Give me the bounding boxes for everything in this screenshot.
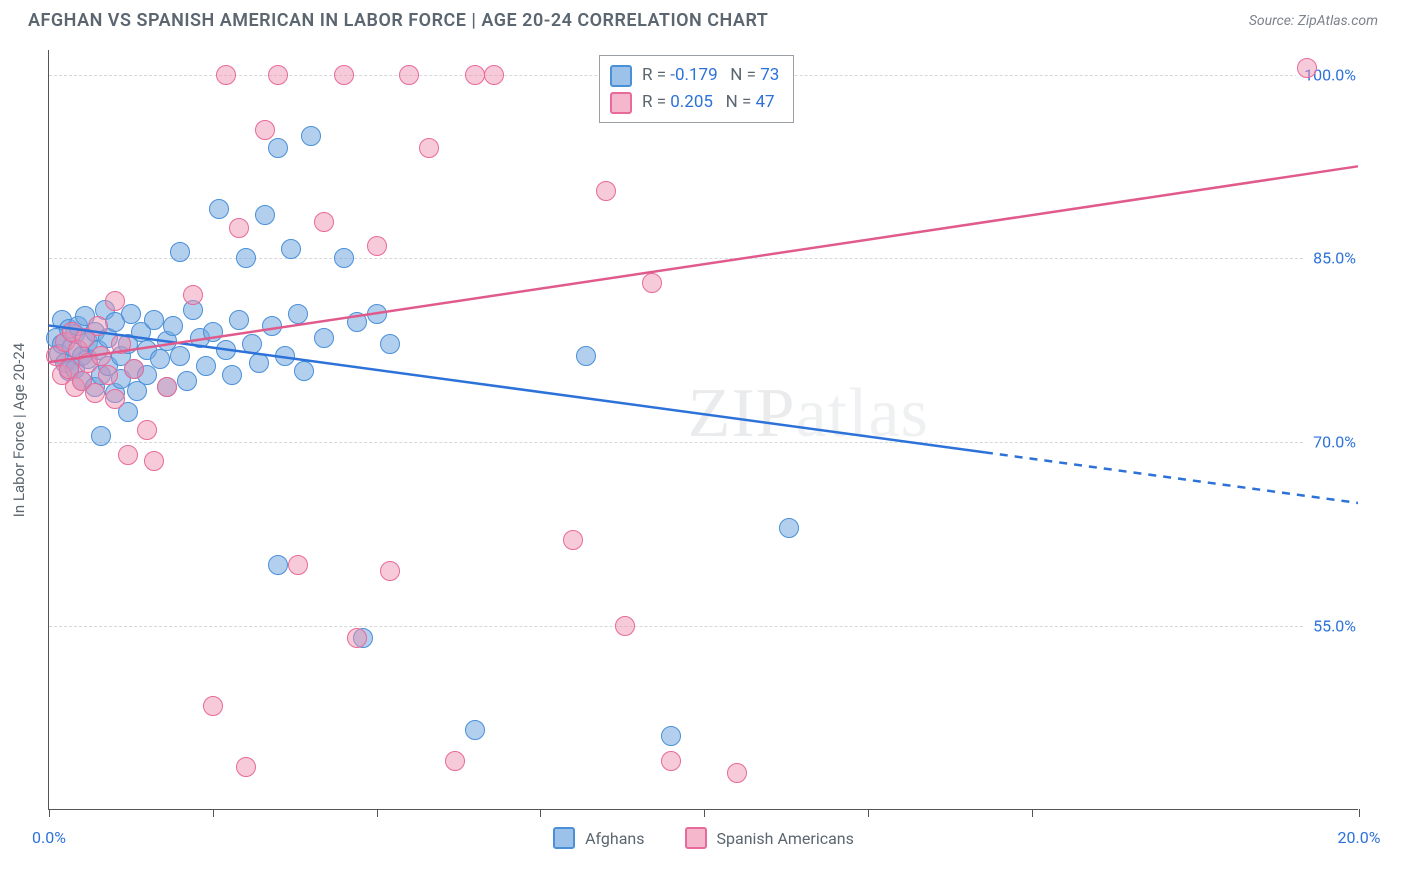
data-point: [419, 138, 439, 158]
data-point: [88, 316, 108, 336]
data-point: [445, 751, 465, 771]
legend-swatch: [553, 827, 575, 849]
data-point: [157, 377, 177, 397]
data-point: [150, 349, 170, 369]
data-point: [216, 340, 236, 360]
source-attribution: Source: ZipAtlas.com: [1249, 13, 1378, 29]
y-tick-label: 70.0%: [1305, 431, 1360, 454]
data-point: [203, 322, 223, 342]
legend-row: R = -0.179 N = 73: [610, 62, 779, 89]
data-point: [642, 273, 662, 293]
data-point: [249, 353, 269, 373]
data-point: [236, 757, 256, 777]
data-point: [255, 205, 275, 225]
legend-row: R = 0.205 N = 47: [610, 89, 779, 116]
data-point: [281, 239, 301, 259]
data-point: [779, 518, 799, 538]
data-point: [288, 304, 308, 324]
data-point: [268, 555, 288, 575]
y-tick-label: 55.0%: [1305, 615, 1360, 638]
data-point: [118, 445, 138, 465]
data-point: [334, 65, 354, 85]
data-point: [347, 628, 367, 648]
data-point: [262, 316, 282, 336]
trend-lines: [49, 50, 1358, 809]
data-point: [203, 696, 223, 716]
data-point: [144, 451, 164, 471]
data-point: [222, 365, 242, 385]
data-point: [288, 555, 308, 575]
data-point: [236, 248, 256, 268]
data-point: [111, 334, 131, 354]
data-point: [177, 371, 197, 391]
series-legend: Afghans Spanish Americans: [49, 827, 1358, 849]
data-point: [301, 126, 321, 146]
data-point: [209, 199, 229, 219]
data-point: [596, 181, 616, 201]
data-point: [347, 312, 367, 332]
legend-swatch: [685, 827, 707, 849]
data-point: [105, 389, 125, 409]
data-point: [85, 383, 105, 403]
data-point: [124, 359, 144, 379]
data-point: [576, 346, 596, 366]
y-axis-label: In Labor Force | Age 20-24: [10, 342, 28, 516]
data-point: [367, 236, 387, 256]
data-point: [380, 561, 400, 581]
correlation-legend: R = -0.179 N = 73R = 0.205 N = 47: [599, 55, 794, 123]
data-point: [314, 328, 334, 348]
data-point: [91, 346, 111, 366]
data-point: [465, 720, 485, 740]
legend-swatch: [610, 65, 632, 87]
data-point: [268, 138, 288, 158]
plot-area: In Labor Force | Age 20-24 55.0%70.0%85.…: [48, 50, 1358, 810]
data-point: [91, 426, 111, 446]
data-point: [563, 530, 583, 550]
data-point: [137, 420, 157, 440]
data-point: [727, 763, 747, 783]
data-point: [170, 346, 190, 366]
data-point: [615, 616, 635, 636]
data-point: [314, 212, 334, 232]
data-point: [255, 120, 275, 140]
data-point: [216, 65, 236, 85]
chart-title: AFGHAN VS SPANISH AMERICAN IN LABOR FORC…: [28, 10, 768, 31]
series-legend-item: Afghans: [553, 827, 644, 849]
data-point: [1297, 58, 1317, 78]
data-point: [242, 334, 262, 354]
data-point: [484, 65, 504, 85]
data-point: [275, 346, 295, 366]
chart-header: AFGHAN VS SPANISH AMERICAN IN LABOR FORC…: [0, 0, 1406, 35]
data-point: [183, 285, 203, 305]
data-point: [334, 248, 354, 268]
data-point: [121, 304, 141, 324]
data-point: [661, 751, 681, 771]
data-point: [294, 361, 314, 381]
series-legend-item: Spanish Americans: [685, 827, 854, 849]
data-point: [399, 65, 419, 85]
data-point: [268, 65, 288, 85]
legend-swatch: [610, 92, 632, 114]
y-tick-label: 85.0%: [1305, 247, 1360, 270]
data-point: [98, 365, 118, 385]
data-point: [661, 726, 681, 746]
data-point: [367, 304, 387, 324]
data-point: [170, 242, 190, 262]
data-point: [163, 316, 183, 336]
data-point: [380, 334, 400, 354]
data-point: [229, 310, 249, 330]
data-point: [229, 218, 249, 238]
data-point: [144, 310, 164, 330]
data-point: [196, 356, 216, 376]
data-point: [105, 291, 125, 311]
data-point: [465, 65, 485, 85]
